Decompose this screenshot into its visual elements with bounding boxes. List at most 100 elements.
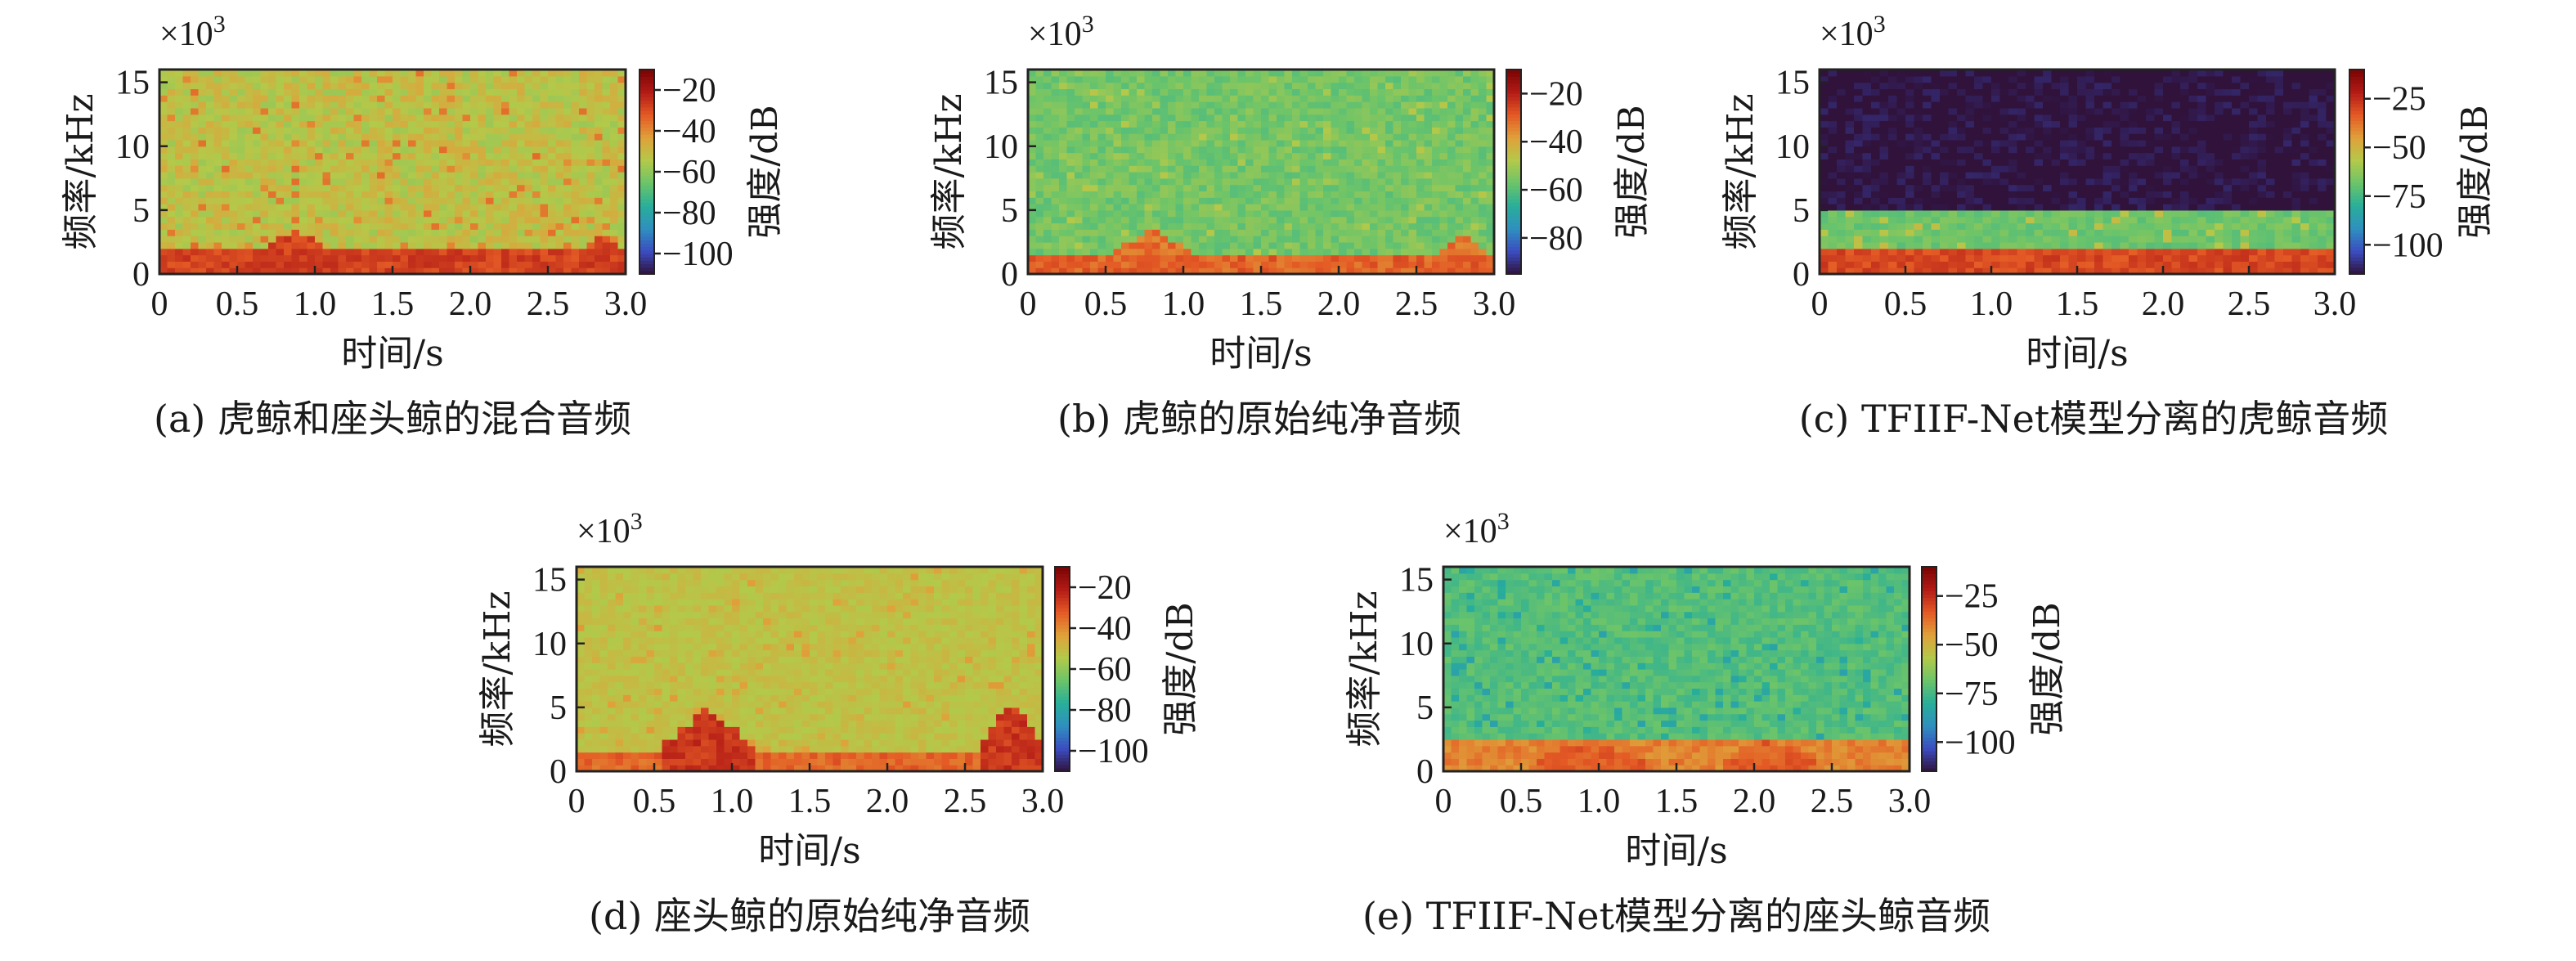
spectrogram-cell (509, 159, 518, 166)
spectrogram-cell (1432, 222, 1441, 230)
spectrogram-cell (1871, 204, 1881, 211)
spectrogram-cell (501, 127, 510, 134)
spectrogram-cell (1082, 133, 1091, 141)
spectrogram-cell (1308, 70, 1317, 77)
spectrogram-cell (182, 165, 191, 173)
spectrogram-cell (1331, 204, 1340, 211)
spectrogram-cell (1028, 101, 1037, 109)
spectrogram-cell (361, 267, 370, 275)
spectrogram-cell (1923, 241, 1932, 249)
spectrogram-cell (1268, 184, 1277, 192)
spectrogram-cell (346, 70, 355, 77)
spectrogram-cell (330, 133, 339, 141)
spectrogram-cell (1066, 165, 1075, 173)
spectrogram-cell (1923, 222, 1932, 230)
spectrogram-cell (1299, 216, 1308, 224)
spectrogram-cell (1854, 261, 1864, 268)
spectrogram-cell (1820, 248, 1829, 256)
spectrogram-cell (268, 127, 277, 134)
spectrogram-cell (1408, 82, 1417, 90)
spectrogram-cell (2026, 191, 2035, 198)
spectrogram-cell (424, 107, 433, 115)
spectrogram-cell (1408, 172, 1417, 179)
spectrogram-cell (1261, 254, 1270, 262)
spectrogram-cell (1354, 152, 1363, 159)
spectrogram-cell (1879, 107, 1889, 115)
spectrogram-cell (1914, 209, 1923, 218)
spectrogram-cell (1923, 139, 1932, 147)
spectrogram-cell (1339, 139, 1348, 147)
spectrogram-cell (1931, 88, 1941, 96)
spectrogram-cell (470, 229, 479, 236)
spectrogram-cell (1463, 216, 1472, 224)
spectrogram-cell (1896, 133, 1906, 141)
colorbar-swatch (1506, 103, 1521, 108)
spectrogram-cell (315, 107, 324, 115)
spectrogram-cell (175, 261, 184, 268)
spectrogram-cell (1940, 165, 1950, 173)
colorbar-swatch (1506, 222, 1521, 227)
spectrogram-cell (1323, 95, 1332, 102)
spectrogram-cell (470, 261, 479, 268)
spectrogram-cell (1144, 88, 1153, 96)
spectrogram-cell (182, 216, 191, 224)
spectrogram-cell (1129, 146, 1138, 154)
spectrogram-cell (2043, 95, 2053, 102)
spectrogram-cell (1245, 209, 1254, 218)
spectrogram-cell (1837, 139, 1847, 147)
spectrogram-cell (1206, 172, 1215, 179)
spectrogram-cell (1888, 204, 1898, 211)
spectrogram-cell (1362, 70, 1371, 77)
spectrogram-cell (1144, 146, 1153, 154)
spectrogram-cell (284, 216, 293, 224)
spectrogram-cell (1385, 88, 1394, 96)
spectrogram-cell (1432, 177, 1441, 186)
spectrogram-cell (1144, 172, 1153, 179)
spectrogram-cell (1999, 70, 2009, 77)
spectrogram-cell (353, 177, 362, 186)
spectrogram-cell (353, 172, 362, 179)
spectrogram-cell (1346, 88, 1355, 96)
spectrogram-cell (1470, 159, 1479, 166)
spectrogram-cell (1277, 236, 1286, 243)
colorbar-swatch (640, 106, 654, 111)
spectrogram-cell (346, 209, 355, 218)
spectrogram-cell (1315, 95, 1324, 102)
spectrogram-cell (1370, 236, 1379, 243)
spectrogram-cell (1113, 152, 1122, 159)
spectrogram-cell (307, 146, 316, 154)
spectrogram-cell (384, 114, 393, 122)
spectrogram-cell (1914, 114, 1923, 122)
spectrogram-cell (1299, 133, 1308, 141)
spectrogram-cell (501, 95, 510, 102)
spectrogram-cell (1028, 248, 1037, 256)
spectrogram-cell (1292, 127, 1301, 134)
spectrogram-cell (393, 75, 402, 83)
spectrogram-cell (1199, 209, 1208, 218)
spectrogram-cell (1277, 204, 1286, 211)
spectrogram-cell (1137, 139, 1146, 147)
spectrogram-cell (1315, 209, 1324, 218)
spectrogram-cell (1066, 204, 1075, 211)
spectrogram-cell (1222, 216, 1231, 224)
spectrogram-cell (1479, 114, 1488, 122)
colorbar-swatch (1506, 254, 1521, 258)
spectrogram-cell (1339, 165, 1348, 173)
spectrogram-cell (2043, 88, 2053, 96)
spectrogram-cell (1253, 197, 1262, 204)
spectrogram-cell (1299, 165, 1308, 173)
spectrogram-cell (1237, 152, 1246, 159)
spectrogram-cell (548, 216, 557, 224)
spectrogram-cell (1888, 82, 1898, 90)
spectrogram-cell (1237, 133, 1246, 141)
spectrogram-cell (276, 82, 285, 90)
spectrogram-cell (1362, 261, 1371, 268)
spectrogram-cell (1113, 127, 1122, 134)
colorbar-swatch (640, 182, 654, 186)
spectrogram-cell (478, 184, 487, 192)
spectrogram-cell (1106, 133, 1115, 141)
spectrogram-cell (1059, 165, 1068, 173)
spectrogram-cell (486, 146, 495, 154)
spectrogram-cell (1370, 172, 1379, 179)
spectrogram-cell (1308, 236, 1317, 243)
